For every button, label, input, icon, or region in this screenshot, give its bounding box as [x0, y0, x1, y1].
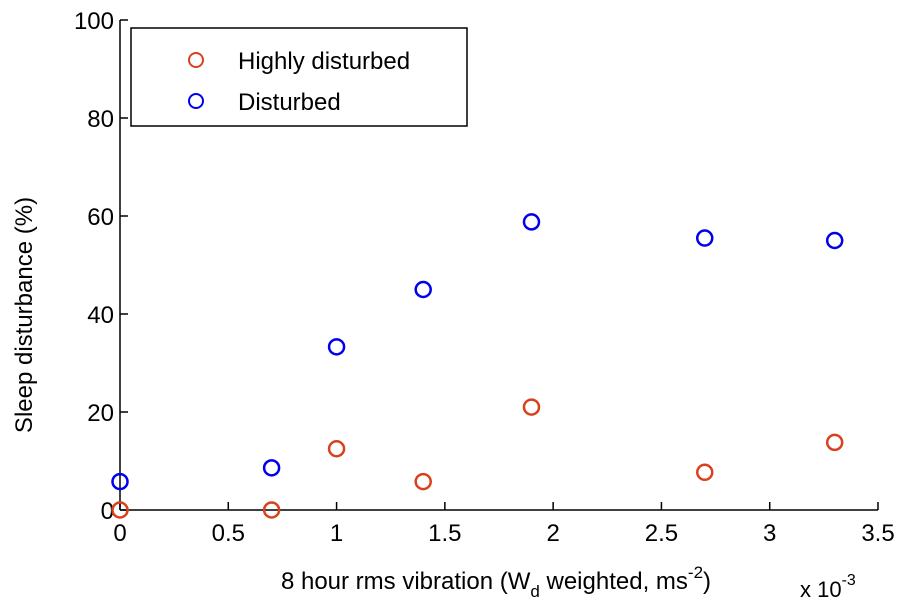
x-tick-label: 1.5 — [428, 520, 461, 547]
data-point-disturbed — [695, 229, 714, 247]
legend-label-highly-disturbed: Highly disturbed — [238, 48, 410, 75]
x-axis-label-prefix: 8 hour rms vibration (W — [281, 568, 531, 595]
x-tick-label: 0.5 — [212, 520, 245, 547]
data-point-highly-disturbed — [695, 463, 714, 482]
x-axis-label-suffix: ) — [703, 568, 711, 595]
x-tick-label: 2.5 — [645, 520, 678, 547]
legend-label-disturbed: Disturbed — [238, 89, 341, 116]
data-point-disturbed — [522, 213, 541, 231]
y-axis-ticks: 0 20 40 60 80 100 — [74, 8, 128, 525]
data-markers — [111, 213, 844, 519]
x-axis-label-superscript: -2 — [688, 563, 703, 582]
legend-box — [130, 27, 468, 127]
data-point-highly-disturbed — [262, 501, 281, 519]
data-point-disturbed — [262, 459, 281, 477]
x-axis-label: 8 hour rms vibration (Wd weighted, ms-2) — [281, 563, 711, 601]
data-point-disturbed — [825, 231, 844, 250]
data-point-highly-disturbed — [522, 398, 541, 416]
y-tick-label: 40 — [87, 302, 114, 329]
x-tick-label: 0 — [113, 520, 126, 547]
x-axis-ticks: 0 0.5 1 1.5 2 2.5 3 3.5 — [113, 502, 895, 547]
y-tick-label: 60 — [87, 204, 114, 231]
y-tick-label: 20 — [87, 400, 114, 427]
plot-area — [119, 20, 878, 511]
data-point-highly-disturbed — [327, 440, 346, 458]
data-point-disturbed — [111, 472, 129, 491]
x-axis-label-middle: weighted, ms — [540, 568, 688, 595]
y-tick-label: 80 — [87, 106, 114, 133]
x-axis-multiplier: x 10-3 — [800, 572, 856, 602]
x-axis-multiplier-exponent: -3 — [842, 572, 856, 589]
data-point-highly-disturbed — [111, 501, 129, 519]
y-axis-label: Sleep disturbance (%) — [11, 197, 38, 433]
x-tick-label: 3.5 — [861, 520, 894, 547]
y-tick-label: 100 — [74, 8, 114, 35]
x-tick-label: 3 — [763, 520, 776, 547]
x-axis-label-subscript: d — [530, 582, 539, 601]
y-tick-label: 0 — [101, 498, 114, 525]
data-point-disturbed — [327, 338, 346, 356]
x-axis-multiplier-base: x 10 — [800, 577, 842, 602]
x-tick-label: 2 — [546, 520, 559, 547]
legend-marker-disturbed — [188, 93, 204, 109]
x-tick-label: 1 — [330, 520, 343, 547]
legend: Highly disturbed Disturbed — [130, 27, 468, 127]
data-point-disturbed — [414, 280, 432, 299]
data-point-highly-disturbed — [825, 433, 844, 452]
legend-marker-highly-disturbed — [188, 52, 204, 68]
data-point-highly-disturbed — [414, 472, 432, 491]
